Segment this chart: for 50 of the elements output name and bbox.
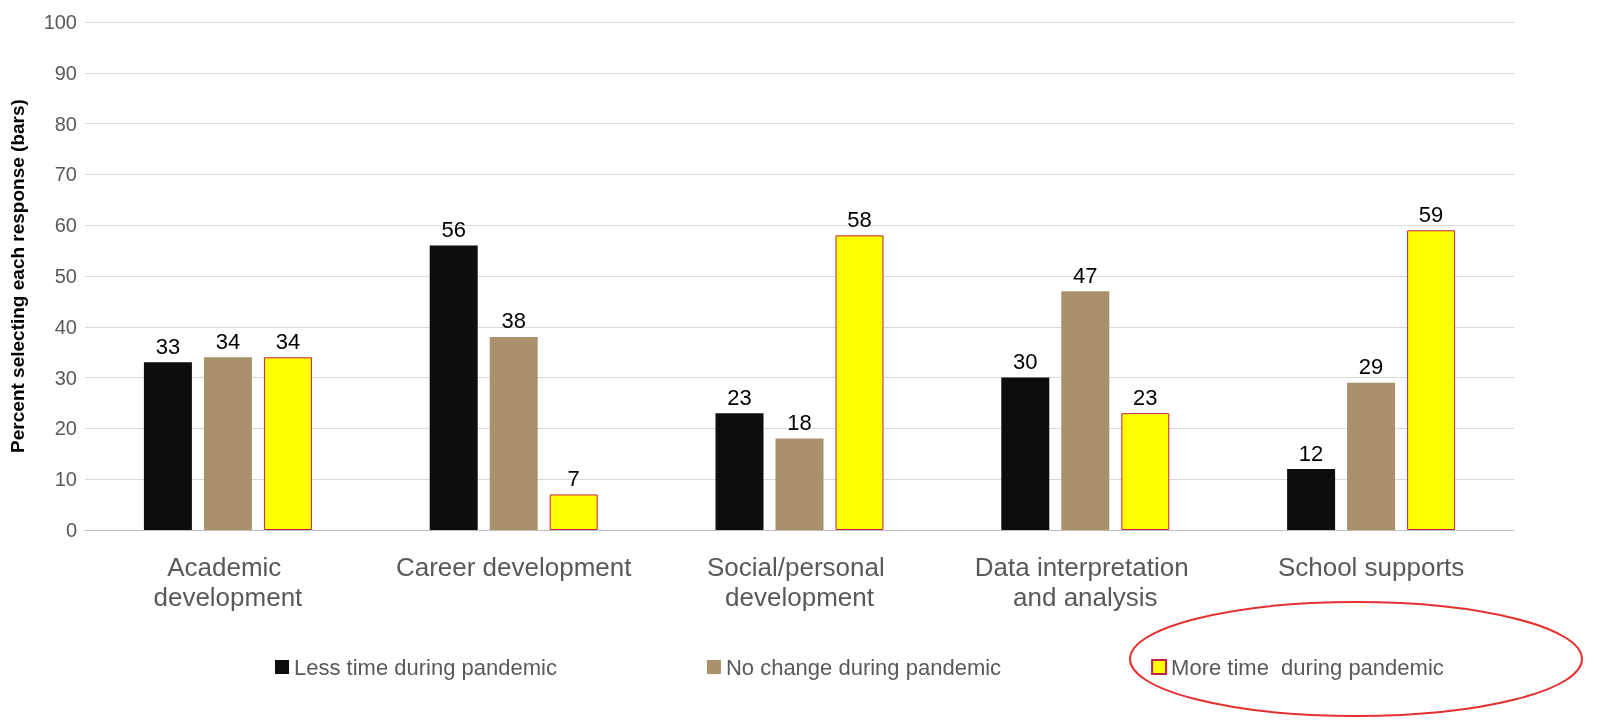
data-label: 59	[1418, 201, 1444, 227]
bar	[263, 357, 312, 530]
data-label: 38	[501, 308, 526, 334]
data-label: 34	[215, 328, 241, 354]
bar	[715, 413, 764, 530]
data-label: 56	[441, 217, 466, 243]
y-tick-label: 60	[54, 214, 77, 237]
data-label: 33	[155, 333, 181, 359]
x-tick-label: Career development	[395, 552, 633, 582]
bar	[549, 494, 598, 530]
data-label: 34	[275, 328, 301, 354]
bar	[835, 235, 884, 530]
data-label: 47	[1073, 262, 1098, 288]
legend-label: Less time during pandemic	[294, 654, 557, 680]
data-label: 23	[727, 384, 752, 410]
data-label: 58	[847, 206, 872, 232]
y-tick-label: 90	[54, 61, 77, 84]
x-tick-label: Academic development	[153, 552, 304, 612]
legend-label: No change during pandemic	[725, 654, 1002, 680]
data-label: 12	[1298, 440, 1324, 466]
x-tick-label: Data interpretation and analysis	[974, 552, 1196, 612]
legend-label: More time during pandemic	[1171, 654, 1444, 680]
y-tick-label: 30	[54, 366, 77, 389]
y-tick-label: 50	[54, 265, 77, 287]
bar	[143, 362, 192, 530]
bar	[1001, 377, 1050, 530]
y-tick-label: 70	[54, 163, 77, 186]
bar	[775, 438, 824, 530]
data-label: 29	[1358, 354, 1384, 380]
data-label: 30	[1013, 349, 1038, 375]
bar	[489, 336, 538, 530]
y-tick-label: 20	[54, 417, 77, 440]
y-tick-label: 80	[54, 112, 77, 135]
y-axis-title: Percent selecting each response (bars)	[7, 99, 28, 453]
data-label: 7	[567, 465, 580, 491]
y-tick-label: 0	[65, 519, 77, 541]
bar	[1061, 291, 1110, 530]
bar	[429, 245, 478, 530]
x-tick-label: School supports	[1277, 552, 1465, 582]
y-tick-label: 100	[43, 11, 77, 33]
x-tick-label: Social/personal development	[707, 552, 892, 612]
y-tick-label: 10	[54, 468, 77, 491]
bar	[1347, 382, 1396, 530]
bar	[1407, 230, 1456, 530]
bar	[1287, 469, 1336, 530]
y-tick-label: 40	[54, 315, 77, 338]
bar	[203, 357, 252, 530]
data-label: 18	[787, 410, 812, 436]
data-label: 23	[1133, 384, 1158, 410]
bar	[1121, 413, 1170, 530]
